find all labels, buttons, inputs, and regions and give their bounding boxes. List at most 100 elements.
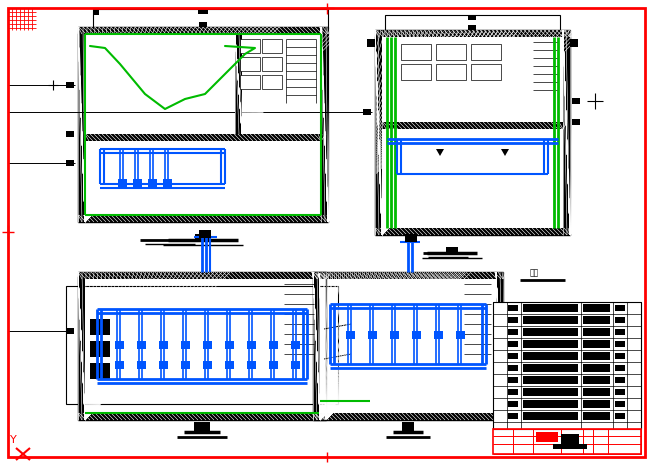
Bar (181, 341, 190, 349)
Bar (468, 15, 476, 20)
Bar (78, 272, 326, 420)
Bar (363, 109, 371, 115)
Bar (225, 361, 234, 369)
Bar (148, 179, 157, 187)
Bar (615, 329, 625, 335)
Bar (78, 413, 326, 420)
Bar (412, 331, 421, 339)
Text: Y: Y (10, 435, 17, 445)
Bar (264, 59, 282, 71)
Bar (78, 27, 328, 34)
Bar (163, 179, 172, 187)
Bar (159, 361, 168, 369)
Bar (508, 317, 518, 323)
Bar (199, 230, 211, 238)
Bar (262, 57, 282, 71)
Bar (85, 34, 321, 215)
Bar (159, 341, 168, 349)
Bar (78, 272, 326, 279)
Bar (523, 352, 578, 360)
Bar (583, 328, 610, 336)
Bar (375, 30, 570, 235)
Bar (615, 365, 625, 371)
Bar (615, 353, 625, 359)
Bar (523, 304, 578, 312)
Bar (242, 77, 260, 89)
Bar (508, 353, 518, 359)
Bar (615, 317, 625, 323)
Bar (536, 432, 558, 442)
Bar (313, 413, 503, 420)
Bar (570, 39, 578, 47)
Bar (66, 286, 338, 404)
Bar (583, 304, 610, 312)
Bar (240, 75, 260, 89)
Bar (85, 134, 321, 141)
Bar (247, 361, 256, 369)
Bar (66, 328, 74, 334)
Bar (508, 329, 518, 335)
Bar (456, 331, 465, 339)
Bar (493, 302, 641, 429)
Bar (583, 352, 610, 360)
Bar (90, 363, 110, 379)
Bar (615, 305, 625, 311)
Bar (401, 64, 431, 80)
Bar (375, 228, 570, 235)
Bar (375, 30, 570, 37)
Bar (523, 364, 578, 372)
Bar (508, 305, 518, 311)
Bar (401, 44, 431, 60)
Bar (90, 341, 110, 357)
Bar (523, 316, 578, 324)
Bar (402, 65, 430, 79)
Bar (90, 319, 110, 335)
Bar (78, 215, 328, 222)
Bar (346, 331, 355, 339)
Bar (66, 82, 74, 88)
Bar (78, 27, 85, 222)
Bar (472, 65, 500, 79)
Bar (262, 75, 282, 89)
Bar (78, 27, 328, 222)
Bar (437, 45, 465, 59)
Bar (436, 44, 466, 60)
Bar (583, 316, 610, 324)
Bar (320, 279, 496, 413)
Bar (375, 30, 382, 235)
Bar (85, 279, 319, 413)
Bar (402, 45, 430, 59)
Bar (93, 9, 328, 27)
Bar (402, 422, 414, 434)
Bar (240, 39, 260, 53)
Bar (615, 341, 625, 347)
Bar (498, 356, 504, 361)
Bar (291, 341, 300, 349)
Bar (93, 9, 99, 15)
Bar (615, 413, 625, 419)
Bar (225, 341, 234, 349)
Bar (446, 247, 458, 253)
Bar (368, 331, 377, 339)
Bar (264, 41, 282, 53)
Bar (382, 37, 563, 228)
Bar (242, 41, 260, 53)
Bar (583, 364, 610, 372)
Bar (382, 122, 563, 129)
Bar (508, 365, 518, 371)
Bar (321, 27, 328, 222)
Bar (313, 272, 503, 279)
Bar (508, 401, 518, 407)
Bar (472, 45, 500, 59)
Bar (235, 34, 242, 134)
Bar (262, 39, 282, 53)
Bar (523, 388, 578, 396)
Polygon shape (436, 149, 444, 156)
Bar (523, 340, 578, 348)
Bar (247, 341, 256, 349)
Bar (436, 64, 466, 80)
Bar (563, 30, 570, 235)
Bar (242, 59, 260, 71)
Bar (240, 57, 260, 71)
Bar (583, 388, 610, 396)
